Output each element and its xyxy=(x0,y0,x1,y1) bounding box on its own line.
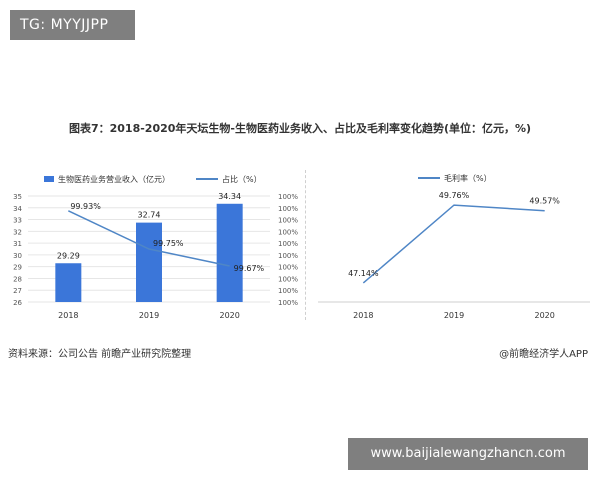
url-banner: www.baijialewangzhancn.com xyxy=(348,438,588,470)
x-tick-label: 2019 xyxy=(139,311,159,320)
share-line xyxy=(68,210,230,267)
gross-margin-chart: 毛利率（%） 47.14% 49.76% 49.57% 2018 2019 2020 xyxy=(318,173,590,320)
y-left-tick-label: 32 xyxy=(13,228,22,236)
margin-point-label: 47.14% xyxy=(348,269,379,278)
y-right-tick-label: 100% xyxy=(278,193,298,201)
share-point-label: 99.75% xyxy=(153,239,184,248)
x-tick-label: 2019 xyxy=(444,311,464,320)
y-right-tick-label: 100% xyxy=(278,264,298,272)
legend-bar-swatch xyxy=(44,176,54,182)
x-tick-label: 2020 xyxy=(534,311,554,320)
share-point-label: 99.67% xyxy=(234,264,265,273)
y-left-tick-label: 35 xyxy=(13,193,22,201)
figure-title: 图表7：2018-2020年天坛生物-生物医药业务收入、占比及毛利率变化趋势(单… xyxy=(68,122,532,135)
revenue-bar-label: 32.74 xyxy=(138,211,161,220)
y-right-tick-label: 100% xyxy=(278,228,298,236)
y-left-tick-label: 29 xyxy=(13,264,22,272)
brand-credit: @前瞻经济学人APP xyxy=(499,349,588,360)
legend-line-label: 占比（%） xyxy=(222,174,262,184)
y-right-tick-label: 100% xyxy=(278,217,298,225)
revenue-share-chart: 生物医药业务营业收入（亿元） 占比（%） 35 100% 34 100% 33 100% 32 1… xyxy=(13,174,298,320)
revenue-bar xyxy=(216,203,243,302)
y-left-tick-label: 27 xyxy=(13,287,22,295)
y-left-tick-label: 33 xyxy=(13,217,22,225)
revenue-bar xyxy=(136,222,162,302)
x-tick-label: 2018 xyxy=(353,311,373,320)
revenue-bar xyxy=(55,263,82,302)
source-note: 资料来源：公司公告 前瞻产业研究院整理 xyxy=(8,349,192,360)
revenue-bar-label: 29.29 xyxy=(57,251,80,260)
y-left-tick-label: 30 xyxy=(13,252,22,260)
y-right-tick-label: 100% xyxy=(278,275,298,283)
channel-badge: TG: MYYJJPP xyxy=(10,10,135,40)
y-right-tick-label: 100% xyxy=(278,287,298,295)
y-right-tick-label: 100% xyxy=(278,205,298,213)
x-tick-label: 2018 xyxy=(58,311,78,320)
margin-line xyxy=(362,204,545,284)
chart-divider xyxy=(305,170,306,320)
y-right-tick-label: 100% xyxy=(278,252,298,260)
margin-point-label: 49.57% xyxy=(529,197,560,206)
revenue-bar-label: 34.34 xyxy=(218,192,241,201)
y-left-tick-label: 26 xyxy=(13,299,22,307)
legend-margin-label: 毛利率（%） xyxy=(444,173,492,183)
y-right-tick-label: 100% xyxy=(278,240,298,248)
x-tick-label: 2020 xyxy=(219,311,239,320)
y-left-tick-label: 34 xyxy=(13,205,22,213)
y-right-tick-label: 100% xyxy=(278,299,298,307)
legend-bar-label: 生物医药业务营业收入（亿元） xyxy=(58,174,170,184)
margin-point-label: 49.76% xyxy=(439,191,470,200)
share-point-label: 99.93% xyxy=(70,202,101,211)
y-left-tick-label: 31 xyxy=(13,240,22,248)
y-left-tick-label: 28 xyxy=(13,275,22,283)
